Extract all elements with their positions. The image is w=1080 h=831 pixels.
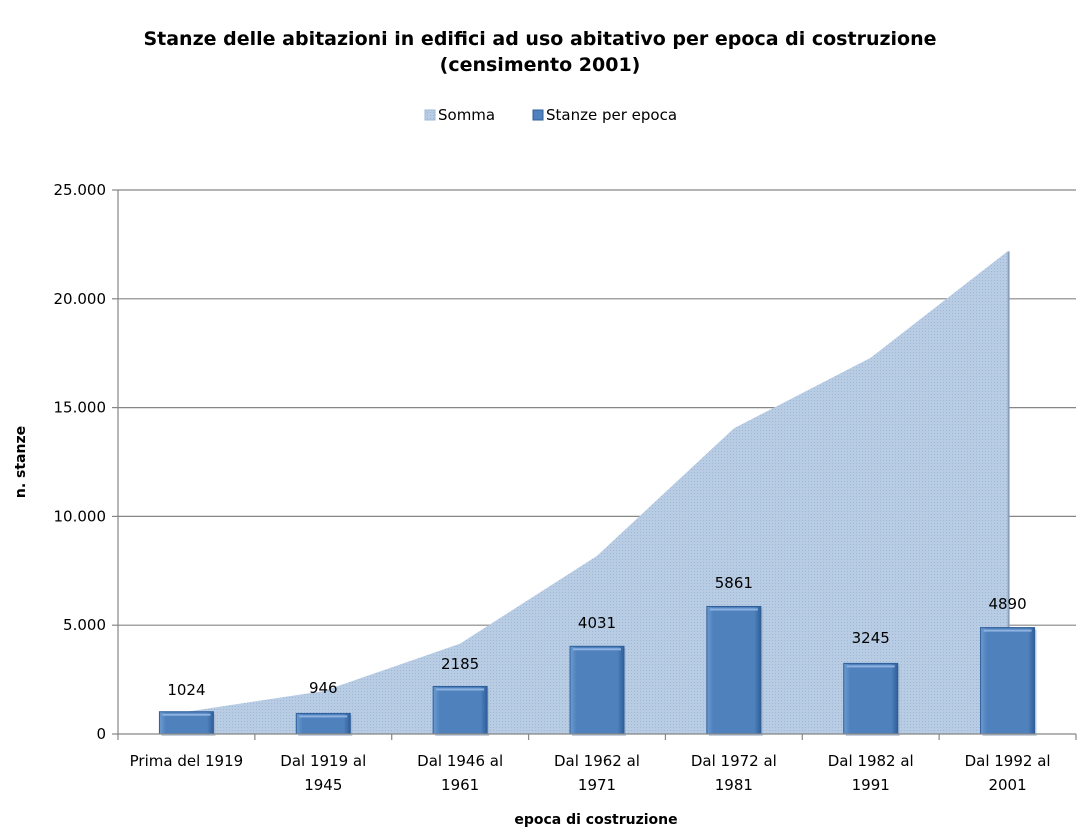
bar-highlight — [162, 713, 211, 716]
bar-highlight — [846, 665, 895, 668]
y-tick-label: 25.000 — [54, 181, 107, 199]
x-tick-labels: Prima del 1919 Dal 1919 al 1945 Dal 1946 al… — [130, 752, 1051, 794]
bar — [432, 685, 488, 735]
bars — [158, 605, 1037, 736]
x-tick-label: Dal 1972 al — [691, 752, 777, 770]
legend: Somma Stanze per epoca — [424, 106, 677, 124]
x-axis-title: epoca di costruzione — [514, 812, 677, 828]
y-tick-label: 20.000 — [54, 290, 107, 308]
bar — [980, 627, 1036, 735]
x-tick-label: 1991 — [852, 776, 890, 794]
y-tick-labels: 0 5.000 10.000 15.000 20.000 25.000 — [54, 181, 107, 743]
bar-highlight — [436, 688, 485, 691]
chart-subtitle: (censimento 2001) — [440, 54, 641, 76]
y-axis-title: n. stanze — [13, 426, 29, 498]
bar — [843, 662, 899, 735]
data-label: 946 — [309, 679, 338, 697]
bar-highlight — [709, 608, 758, 611]
x-tick-label: Dal 1946 al — [417, 752, 503, 770]
data-label: 5861 — [715, 574, 753, 592]
data-label: 1024 — [167, 681, 205, 699]
x-tick-label: Dal 1992 al — [965, 752, 1051, 770]
data-labels: 1024 946 2185 4031 5861 3245 4890 — [167, 574, 1026, 699]
bar — [706, 605, 762, 735]
bar-highlight — [573, 648, 621, 651]
bar — [569, 645, 625, 735]
data-label: 4890 — [988, 595, 1026, 613]
area-somma — [186, 251, 1008, 734]
x-tick-label: 2001 — [988, 776, 1026, 794]
y-tick-label: 0 — [96, 725, 106, 743]
chart-title: Stanze delle abitazioni in edifici ad us… — [143, 28, 936, 50]
x-tick-label: Prima del 1919 — [130, 752, 244, 770]
bar-highlight — [299, 715, 348, 718]
y-tick-label: 10.000 — [54, 507, 107, 525]
x-tick-label: 1981 — [715, 776, 753, 794]
bar-highlight — [983, 629, 1032, 632]
y-tick-label: 15.000 — [54, 399, 107, 417]
x-tick-label: 1971 — [578, 776, 616, 794]
data-label: 2185 — [441, 655, 479, 673]
x-tick-label: Dal 1962 al — [554, 752, 640, 770]
data-label: 4031 — [578, 614, 616, 632]
y-tick-label: 5.000 — [63, 616, 106, 634]
legend-label-somma: Somma — [438, 106, 495, 124]
x-tick-label: Dal 1982 al — [828, 752, 914, 770]
x-tick-label: 1945 — [304, 776, 342, 794]
x-tick-label: 1961 — [441, 776, 479, 794]
legend-swatch-stanze — [532, 109, 544, 121]
legend-swatch-somma — [424, 109, 436, 121]
legend-label-stanze: Stanze per epoca — [546, 106, 677, 124]
axes — [112, 189, 1077, 740]
data-label: 3245 — [852, 629, 890, 647]
x-tick-label: Dal 1919 al — [280, 752, 366, 770]
